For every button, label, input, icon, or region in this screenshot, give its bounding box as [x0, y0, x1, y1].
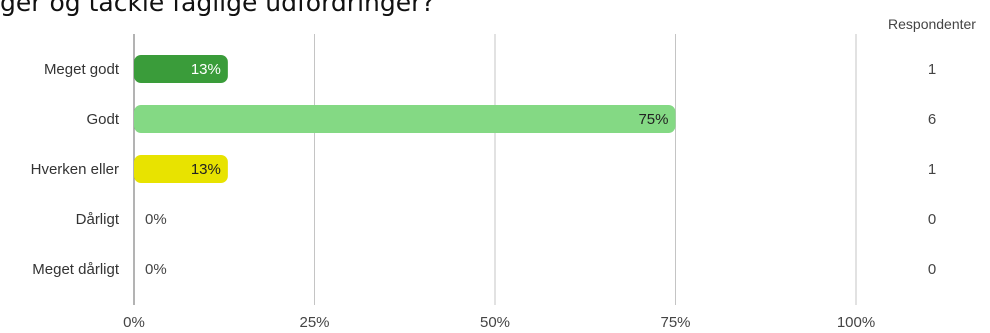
- respondent-count: 1: [928, 61, 936, 78]
- value-label: 13%: [191, 61, 221, 78]
- category-label: Godt: [86, 111, 119, 128]
- value-label: 75%: [638, 111, 668, 128]
- x-axis: 0% 25% 50% 75% 100%: [123, 314, 875, 331]
- respondent-count: 6: [928, 111, 936, 128]
- x-tick-label: 0%: [123, 314, 145, 331]
- grid-lines: [134, 34, 856, 305]
- category-labels: Meget godt Godt Hverken eller Dårligt Meget …: [31, 61, 120, 278]
- category-label: Dårligt: [76, 211, 120, 228]
- value-label: 0%: [145, 211, 167, 228]
- respondent-count: 0: [928, 261, 936, 278]
- bar: [134, 105, 676, 133]
- category-label: Meget dårligt: [32, 261, 120, 278]
- x-tick-label: 75%: [660, 314, 690, 331]
- respondent-count: 1: [928, 161, 936, 178]
- respondent-count: 0: [928, 211, 936, 228]
- x-tick-label: 100%: [837, 314, 875, 331]
- value-label: 13%: [191, 161, 221, 178]
- value-label: 0%: [145, 261, 167, 278]
- category-label: Hverken eller: [31, 161, 119, 178]
- respondent-counts: Respondenter 1 6 1 0 0: [888, 16, 976, 278]
- x-tick-label: 50%: [480, 314, 510, 331]
- x-tick-label: 25%: [299, 314, 329, 331]
- category-label: Meget godt: [44, 61, 120, 78]
- bars: 13% 75% 13% 0% 0%: [134, 55, 676, 278]
- respondents-header: Respondenter: [888, 16, 976, 32]
